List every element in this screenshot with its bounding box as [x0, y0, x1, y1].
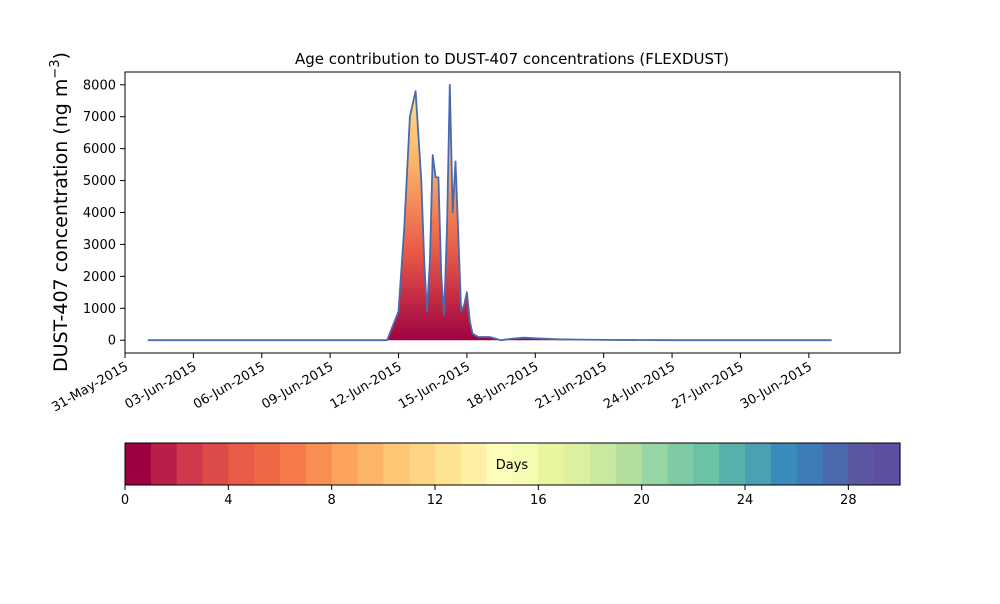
colorbar-cell [202, 443, 229, 485]
colorbar-tick-label: 28 [840, 493, 857, 508]
y-tick-label: 5000 [83, 174, 116, 189]
colorbar-cell [305, 443, 333, 485]
colorbar-cell [409, 443, 436, 485]
y-tick-label: 2000 [83, 270, 116, 285]
colorbar-cell [125, 443, 152, 485]
y-axis-label-suffix: ) [50, 52, 72, 59]
age-colorbar: Days 0 4 8 12 16 20 24 28 [121, 442, 901, 508]
colorbar-cell [590, 443, 617, 485]
y-axis-label-exponent: −3 [48, 59, 63, 78]
y-tick-label: 0 [108, 334, 116, 349]
colorbar-tick-label: 4 [224, 493, 232, 508]
colorbar-cell [874, 443, 901, 485]
total-concentration-line [147, 83, 832, 342]
colorbar-cell [357, 443, 384, 485]
colorbar-cell [435, 443, 462, 485]
total-concentration-series [147, 83, 832, 342]
colorbar-cell [745, 443, 772, 485]
y-axis-label: DUST-407 concentration (ng m−3) [48, 52, 72, 372]
colorbar-cell [176, 443, 204, 485]
colorbar-cell [486, 443, 514, 485]
x-tick-label: 21-Jun-2015 [533, 359, 610, 412]
colorbar-cell [719, 443, 746, 485]
colorbar-cell [822, 443, 849, 485]
colorbar-cell [460, 443, 488, 485]
colorbar-cell [564, 443, 591, 485]
colorbar-cell [667, 443, 694, 485]
x-tick-label: 06-Jun-2015 [191, 359, 268, 412]
x-tick-label: 18-Jun-2015 [464, 359, 541, 412]
colorbar-tick-label: 24 [737, 493, 754, 508]
x-tick-label: 09-Jun-2015 [259, 359, 336, 412]
colorbar-cell [512, 443, 539, 485]
y-tick-label: 1000 [83, 302, 116, 317]
colorbar-cell [796, 443, 824, 485]
colorbar-cell [150, 443, 178, 485]
x-tick-label: 27-Jun-2015 [670, 359, 747, 412]
x-tick-label: 15-Jun-2015 [396, 359, 473, 412]
colorbar-cell [641, 443, 669, 485]
colorbar-tick-label: 16 [530, 493, 547, 508]
colorbar-label: Days [496, 458, 529, 473]
x-axis-ticks: 31-May-201503-Jun-201506-Jun-201509-Jun-… [49, 353, 815, 415]
colorbar-cell [615, 443, 643, 485]
y-axis-label-main: DUST-407 concentration (ng m [50, 79, 72, 372]
colorbar-cell [228, 443, 255, 485]
colorbar-cells [125, 443, 901, 485]
colorbar-ticks: 0 4 8 12 16 20 24 28 [121, 485, 857, 508]
age-contribution-areas [147, 84, 832, 341]
x-tick-label: 03-Jun-2015 [123, 359, 200, 412]
chart-title: Age contribution to DUST-407 concentrati… [295, 50, 729, 68]
colorbar-tick-label: 0 [121, 493, 129, 508]
y-tick-label: 4000 [83, 206, 116, 221]
colorbar-cell [331, 443, 359, 485]
colorbar-frame [124, 442, 901, 486]
age-area-fill [147, 84, 832, 341]
colorbar-tick-label: 20 [633, 493, 650, 508]
colorbar-tick-label: 8 [328, 493, 336, 508]
colorbar-tick-label: 12 [427, 493, 444, 508]
x-tick-label: 24-Jun-2015 [601, 359, 678, 412]
colorbar-cell [280, 443, 307, 485]
y-tick-label: 7000 [83, 110, 116, 125]
colorbar-cell [254, 443, 281, 485]
y-tick-label: 8000 [83, 78, 116, 93]
colorbar-cell [693, 443, 720, 485]
y-axis-ticks: 0 1000 2000 3000 4000 5000 6000 7000 8000 [83, 78, 125, 349]
y-tick-label: 6000 [83, 142, 116, 157]
colorbar-cell [538, 443, 565, 485]
colorbar-cell [383, 443, 410, 485]
x-tick-label: 30-Jun-2015 [738, 359, 815, 412]
y-tick-label: 3000 [83, 238, 116, 253]
colorbar-cell [770, 443, 798, 485]
colorbar-cell [848, 443, 875, 485]
x-tick-label: 12-Jun-2015 [328, 359, 405, 412]
plot-frame [124, 71, 901, 354]
